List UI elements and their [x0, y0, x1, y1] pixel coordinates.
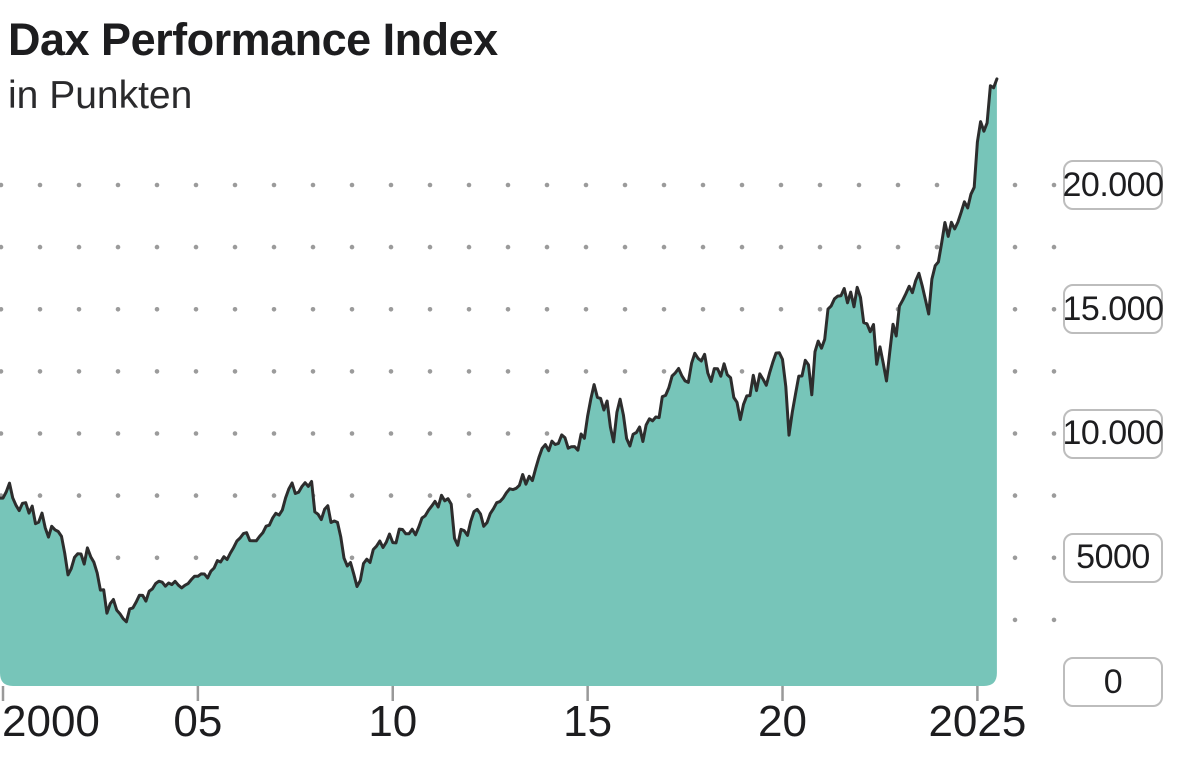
x-axis-label: 2025 [928, 697, 1027, 746]
area-line [0, 77, 999, 624]
x-axis-label: 2000 [2, 697, 100, 746]
x-axis-label: 10 [368, 697, 418, 746]
x-axis-label: 20 [758, 697, 807, 746]
y-axis-label: 10.000 [1063, 408, 1164, 459]
y-axis-label: 15.000 [1063, 284, 1164, 335]
y-axis-label: 20.000 [1063, 160, 1164, 210]
chart-title: Dax Performance Index [8, 14, 498, 65]
area-fill [0, 78, 997, 686]
x-axis-label: 15 [563, 697, 613, 746]
y-axis-label: 5000 [1063, 532, 1163, 583]
chart-subtitle: in Punkten [8, 74, 193, 117]
y-axis-label: 0 [1063, 657, 1163, 707]
x-axis-label: 05 [173, 697, 223, 746]
x-axis-ticks [1, 686, 979, 701]
